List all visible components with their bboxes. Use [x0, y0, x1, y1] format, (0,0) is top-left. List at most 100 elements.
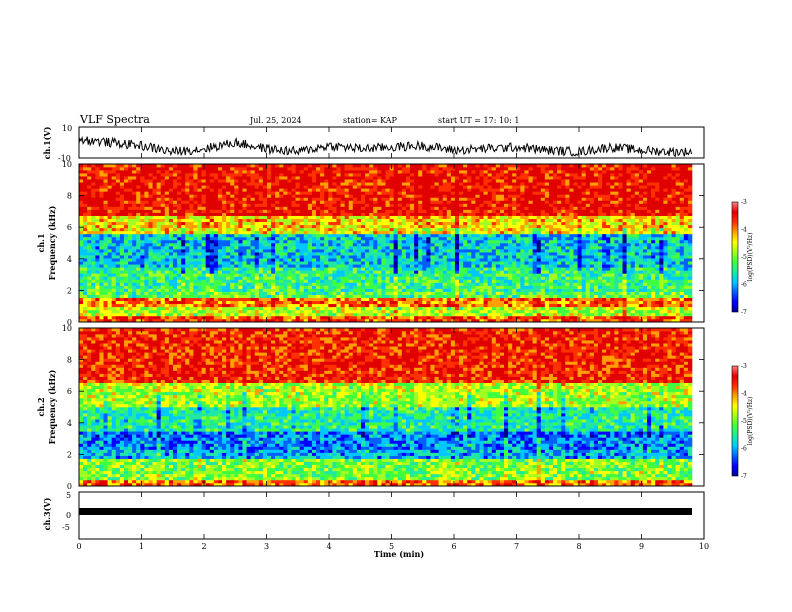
spectrogram-cell — [83, 243, 88, 247]
spectrogram-cell — [287, 309, 292, 314]
spectrogram-cell — [430, 167, 435, 171]
spectrogram-cell — [381, 227, 386, 232]
spectrogram-cell — [246, 206, 251, 210]
spectrogram-cell — [389, 185, 394, 189]
spectrogram-cell — [103, 303, 108, 308]
spectrogram-cell — [369, 267, 374, 271]
spectrogram-cell — [177, 221, 182, 226]
spectrogram-cell — [172, 255, 178, 259]
spectrogram-cell — [87, 279, 92, 283]
spectrogram-cell — [426, 258, 431, 262]
spectrogram-cell — [213, 294, 219, 298]
spectrogram-cell — [369, 206, 374, 210]
spectrogram-cell — [450, 215, 456, 219]
spectrogram-cell — [344, 170, 350, 174]
spectrogram-cell — [226, 315, 231, 320]
spectrogram-cell — [422, 300, 427, 305]
spectrogram-cell — [99, 230, 104, 235]
spectrogram-cell — [266, 227, 272, 232]
spectrogram-cell — [262, 188, 268, 192]
spectrogram-cell — [401, 282, 407, 286]
spectrogram-cell — [405, 239, 411, 244]
spectrogram-cell — [234, 270, 239, 274]
spectrogram-cell — [336, 291, 341, 295]
spectrogram-cell — [434, 273, 439, 277]
spectrogram-cell — [172, 230, 178, 235]
spectrogram-cell — [287, 252, 292, 256]
spectrogram-cell — [336, 194, 341, 198]
spectrogram-cell — [164, 297, 170, 302]
spectrogram-cell — [164, 312, 170, 317]
spectrogram-cell — [222, 191, 227, 195]
spectrogram-cell — [209, 258, 215, 262]
spectrogram-cell — [234, 273, 239, 277]
spectrogram-cell — [377, 212, 382, 216]
spectrogram-cell — [352, 230, 358, 235]
spectrogram-cell — [426, 185, 431, 189]
spectrogram-cell — [115, 230, 121, 235]
spectrogram-cell — [266, 185, 272, 189]
spectrogram-cell — [230, 230, 235, 235]
spectrogram-cell — [79, 276, 84, 280]
spectrogram-cell — [103, 176, 108, 180]
spectrogram-cell — [111, 276, 117, 280]
spectrogram-cell — [258, 176, 264, 180]
spectrogram-cell — [201, 279, 206, 283]
spectrogram-cell — [111, 315, 117, 320]
spectrogram-cell — [258, 185, 264, 189]
spectrogram-cell — [389, 273, 394, 277]
spectrogram-cell — [181, 315, 186, 320]
spectrogram-cell — [189, 264, 194, 268]
spectrogram-cell — [287, 239, 292, 244]
spectrogram-cell — [311, 221, 317, 226]
spectrogram-cell — [356, 194, 362, 198]
spectrogram-cell — [193, 218, 198, 223]
spectrogram-cell — [356, 179, 362, 183]
spectrogram-cell — [365, 267, 370, 271]
spectrogram-cell — [381, 318, 386, 323]
spectrogram-cell — [79, 188, 84, 192]
spectrogram-cell — [217, 243, 223, 247]
spectrogram-cell — [295, 255, 300, 259]
spectrogram-cell — [160, 212, 166, 216]
spectrogram-cell — [160, 282, 166, 286]
spectrogram-cell — [291, 179, 296, 183]
spectrogram-cell — [365, 230, 370, 235]
spectrogram-cell — [459, 221, 464, 226]
spectrogram-cell — [328, 288, 333, 292]
spectrogram-cell — [324, 282, 329, 286]
spectrogram-cell — [160, 243, 166, 247]
spectrogram-cell — [365, 176, 370, 180]
spectrogram-cell — [356, 303, 362, 308]
spectrogram-cell — [332, 227, 337, 232]
spectrogram-cell — [291, 243, 296, 247]
spectrogram-cell — [340, 309, 345, 314]
spectrogram-cell — [271, 200, 276, 204]
spectrogram-cell — [168, 279, 174, 283]
spectrogram-cell — [434, 315, 439, 320]
spectrogram-cell — [230, 315, 235, 320]
spectrogram-cell — [107, 264, 112, 268]
spectrogram-cell — [185, 215, 190, 219]
spectrogram-cell — [299, 236, 305, 241]
spectrogram-cell — [446, 239, 452, 244]
spectrogram-cell — [201, 200, 206, 204]
spectrogram-cell — [168, 264, 174, 268]
spectrogram-cell — [205, 261, 211, 265]
spectrogram-cell — [279, 273, 284, 277]
spectrogram-cell — [426, 312, 431, 317]
spectrogram-cell — [389, 255, 394, 259]
spectrogram-cell — [459, 170, 464, 174]
spectrogram-cell — [450, 297, 456, 302]
spectrogram-cell — [242, 258, 247, 262]
spectrogram-cell — [275, 243, 280, 247]
spectrogram-cell — [99, 200, 104, 204]
spectrogram-cell — [258, 221, 264, 226]
spectrogram-cell — [299, 200, 305, 204]
spectrogram-cell — [410, 261, 415, 265]
spectrogram-cell — [442, 200, 448, 204]
spectrogram-cell — [258, 288, 264, 292]
spectrogram-cell — [393, 282, 399, 286]
spectrogram-cell — [205, 246, 211, 250]
spectrogram-cell — [397, 209, 403, 213]
